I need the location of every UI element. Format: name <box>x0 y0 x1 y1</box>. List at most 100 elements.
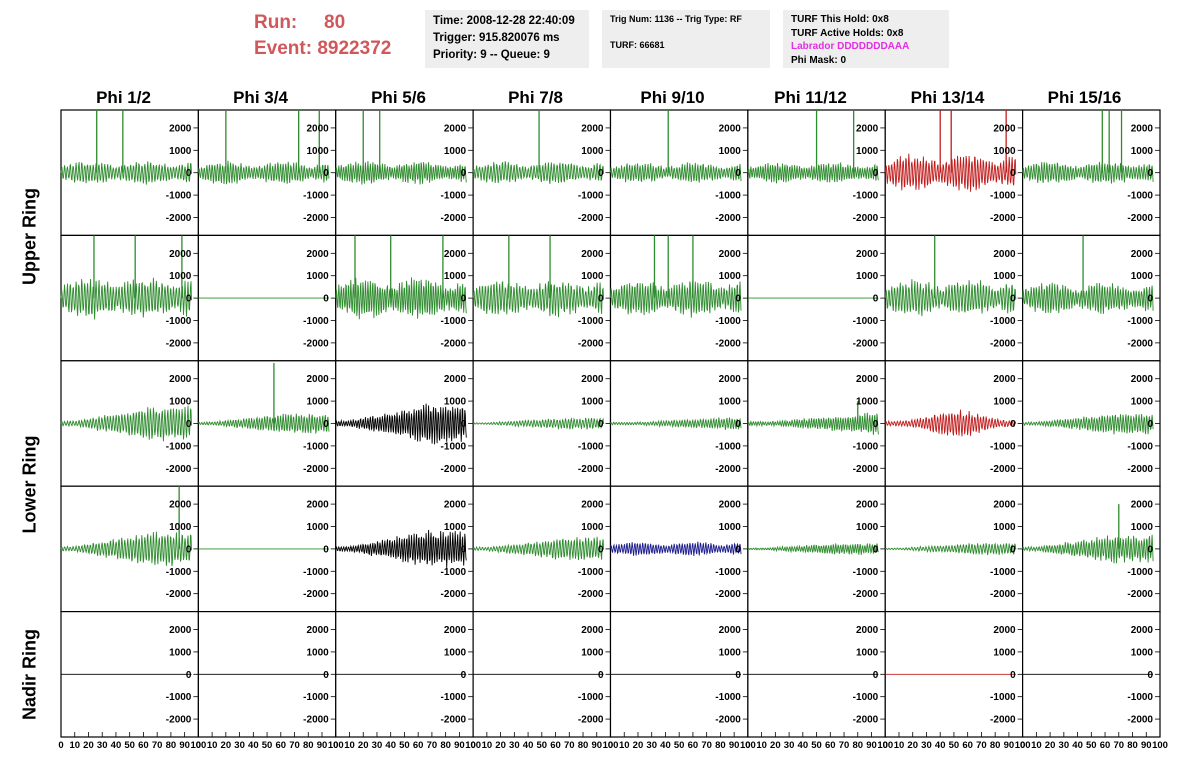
y-tick-label: 1000 <box>993 397 1016 408</box>
y-tick-label: 1000 <box>444 522 467 533</box>
y-tick-label: 1000 <box>719 647 742 658</box>
y-tick-label: 0 <box>598 670 604 681</box>
y-tick-label: -2000 <box>715 213 741 224</box>
x-tick-label: 40 <box>523 740 534 751</box>
column-title: Phi 7/8 <box>508 88 563 107</box>
y-tick-label: -1000 <box>715 316 741 327</box>
y-tick-label: -2000 <box>1127 464 1153 475</box>
y-tick-label: 0 <box>873 168 879 179</box>
turf-active-holds-text: TURF Active Holds: 0x8 <box>791 27 904 39</box>
y-tick-label: -1000 <box>441 567 467 578</box>
y-tick-label: -2000 <box>303 715 329 726</box>
y-tick-label: -2000 <box>853 589 879 600</box>
trigger-text: Trigger: 915.820076 ms <box>433 32 560 44</box>
y-tick-label: 0 <box>1147 168 1153 179</box>
y-tick-label: -1000 <box>303 441 329 452</box>
x-tick-label: 20 <box>495 740 506 751</box>
y-tick-label: -2000 <box>166 338 192 349</box>
y-tick-label: 0 <box>873 670 879 681</box>
y-tick-label: 0 <box>1010 544 1016 555</box>
x-tick-label: 40 <box>111 740 122 751</box>
waveform-line <box>60 277 192 320</box>
y-tick-label: -1000 <box>715 191 741 202</box>
y-tick-label: 2000 <box>307 374 330 385</box>
x-tick-label: 100 <box>328 740 344 751</box>
y-tick-label: -2000 <box>990 338 1016 349</box>
waveform-line <box>884 409 1017 437</box>
y-tick-label: -1000 <box>166 441 192 452</box>
y-tick-label: 1000 <box>1131 522 1154 533</box>
waveform-line <box>884 279 1017 317</box>
y-tick-label: 1000 <box>1131 146 1154 157</box>
y-tick-label: 2000 <box>444 625 467 636</box>
y-tick-label: 1000 <box>993 271 1016 282</box>
x-tick-label: 30 <box>784 740 795 751</box>
y-tick-label: -1000 <box>441 692 467 703</box>
y-tick-label: 1000 <box>856 647 879 658</box>
y-tick-label: 1000 <box>581 522 604 533</box>
y-tick-label: -1000 <box>1127 567 1153 578</box>
y-tick-label: 1000 <box>856 146 879 157</box>
x-tick-label: 50 <box>124 740 135 751</box>
turf-text: TURF: 66681 <box>610 40 665 50</box>
trig-info-panel: Trig Num: 1136 -- Trig Type: RF TURF: 66… <box>602 10 770 68</box>
y-tick-label: 1000 <box>1131 397 1154 408</box>
x-tick-label: 90 <box>1004 740 1015 751</box>
y-tick-label: -1000 <box>578 191 604 202</box>
x-tick-label: 0 <box>1020 740 1025 751</box>
event-value: 8922372 <box>317 38 392 59</box>
y-tick-label: -1000 <box>303 316 329 327</box>
y-tick-label: -2000 <box>166 589 192 600</box>
waveform-line <box>747 162 879 184</box>
y-tick-label: -1000 <box>853 316 879 327</box>
column-title: Phi 13/14 <box>910 88 985 107</box>
y-tick-label: 1000 <box>581 271 604 282</box>
y-tick-label: 0 <box>186 419 192 430</box>
turf-info-panel: TURF This Hold: 0x8 TURF Active Holds: 0… <box>783 10 949 68</box>
y-tick-label: 1000 <box>444 647 467 658</box>
y-tick-label: -1000 <box>990 191 1016 202</box>
y-tick-label: -1000 <box>303 191 329 202</box>
waveform-line <box>472 417 605 430</box>
y-tick-label: 2000 <box>581 374 604 385</box>
y-tick-label: -2000 <box>990 213 1016 224</box>
x-tick-label: 80 <box>990 740 1001 751</box>
run-value: 80 <box>324 12 346 33</box>
y-tick-label: 0 <box>873 544 879 555</box>
y-tick-label: 0 <box>186 168 192 179</box>
x-tick-label: 70 <box>701 740 712 751</box>
x-tick-label: 90 <box>454 740 465 751</box>
y-tick-label: 0 <box>461 294 467 305</box>
column-title: Phi 9/10 <box>640 88 705 107</box>
x-tick-label: 50 <box>262 740 273 751</box>
y-tick-label: 1000 <box>444 271 467 282</box>
x-tick-label: 30 <box>372 740 383 751</box>
y-tick-label: -1000 <box>166 191 192 202</box>
x-tick-label: 0 <box>745 740 750 751</box>
y-tick-label: 0 <box>735 168 741 179</box>
x-tick-label: 10 <box>894 740 905 751</box>
y-tick-label: 1000 <box>169 271 192 282</box>
x-tick-label: 70 <box>976 740 987 751</box>
y-tick-label: 1000 <box>719 146 742 157</box>
waveform-line <box>60 531 192 567</box>
x-tick-label: 70 <box>289 740 300 751</box>
y-tick-label: 2000 <box>169 123 192 134</box>
x-tick-label: 50 <box>537 740 548 751</box>
x-tick-label: 0 <box>470 740 475 751</box>
y-tick-label: -2000 <box>715 589 741 600</box>
y-tick-label: 2000 <box>856 625 879 636</box>
column-title: Phi 3/4 <box>233 88 288 107</box>
y-tick-label: -1000 <box>166 692 192 703</box>
x-tick-label: 0 <box>333 740 338 751</box>
y-tick-label: -2000 <box>166 464 192 475</box>
y-tick-label: -1000 <box>441 316 467 327</box>
x-tick-label: 40 <box>798 740 809 751</box>
y-tick-label: -1000 <box>1127 316 1153 327</box>
y-tick-label: 2000 <box>856 500 879 511</box>
y-tick-label: -2000 <box>715 464 741 475</box>
y-tick-label: -2000 <box>441 589 467 600</box>
y-tick-label: -2000 <box>715 715 741 726</box>
y-tick-label: 0 <box>323 294 329 305</box>
y-tick-label: 2000 <box>581 625 604 636</box>
